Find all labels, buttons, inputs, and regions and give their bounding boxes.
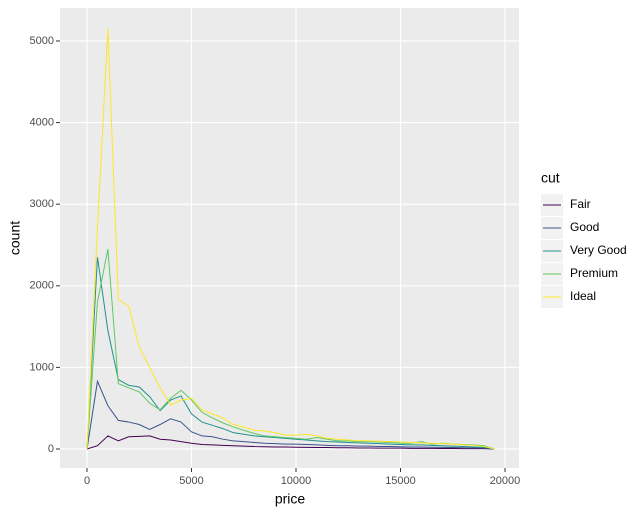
panel [60, 8, 519, 468]
x-tick-label: 0 [84, 475, 90, 487]
y-tick-label: 5000 [30, 35, 54, 47]
x-axis-title: price [275, 491, 306, 507]
x-tick-label: 5000 [179, 475, 203, 487]
series-line [86, 257, 495, 450]
x-tick-label: 20000 [490, 475, 521, 487]
legend-label: Premium [570, 266, 618, 280]
y-tick-label: 2000 [30, 280, 54, 292]
y-tick-label: 4000 [30, 116, 54, 128]
x-tick-label: 10000 [281, 475, 312, 487]
legend-label: Good [570, 220, 599, 234]
legend-label: Very Good [570, 243, 627, 257]
y-tick-label: 0 [48, 443, 54, 455]
legend-label: Ideal [570, 289, 596, 303]
series-line [86, 28, 495, 450]
y-tick-label: 1000 [30, 361, 54, 373]
legend-label: Fair [570, 197, 591, 211]
legend-title: cut [541, 170, 560, 186]
series-line [86, 379, 495, 450]
series-line [86, 435, 495, 450]
y-tick-label: 3000 [30, 198, 54, 210]
x-tick-label: 15000 [385, 475, 416, 487]
y-axis-title: count [7, 221, 23, 255]
